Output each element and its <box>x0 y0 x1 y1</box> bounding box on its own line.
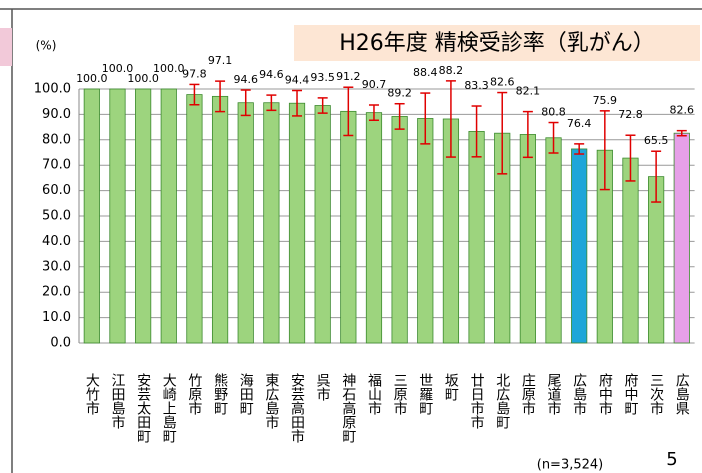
x-tick-label: 海田町 <box>238 373 254 415</box>
data-label: 76.4 <box>567 117 592 130</box>
data-label: 72.8 <box>618 108 643 121</box>
x-tick-label: 廿日市市 <box>469 373 485 429</box>
y-tick-label: 10.0 <box>42 310 71 325</box>
bar <box>622 157 639 344</box>
x-tick-label: 安芸高田市 <box>289 373 305 443</box>
x-tick-label: 広島県 <box>674 373 690 415</box>
data-label: 82.6 <box>490 76 515 89</box>
bar <box>160 88 177 344</box>
chart-title: H26年度 精検受診率（乳がん） <box>339 31 655 56</box>
data-label: 97.8 <box>182 67 207 80</box>
x-tick-label: 府中町 <box>622 373 638 415</box>
title-box <box>294 25 700 61</box>
bar <box>468 131 485 344</box>
data-label: 88.4 <box>413 66 438 79</box>
y-tick-label: 70.0 <box>42 158 71 173</box>
y-tick-label: 40.0 <box>42 234 71 249</box>
x-tick-label: 三次市 <box>648 373 664 415</box>
data-label: 100.0 <box>153 62 185 75</box>
data-label: 90.7 <box>362 78 387 91</box>
data-label: 97.1 <box>208 54 233 67</box>
data-label: 94.4 <box>285 74 310 87</box>
bar <box>263 102 280 344</box>
x-tick-label: 大竹市 <box>84 373 100 415</box>
x-tick-label: 北広島町 <box>494 373 510 429</box>
bar <box>135 88 152 344</box>
bar <box>545 137 562 344</box>
data-label: 91.2 <box>336 70 361 83</box>
x-tick-label: 府中市 <box>597 373 613 415</box>
bar <box>211 95 229 344</box>
bar <box>365 112 383 344</box>
data-label: 100.0 <box>102 62 134 75</box>
bar <box>109 88 126 344</box>
y-tick-label: 60.0 <box>42 183 71 198</box>
y-tick-label: 100.0 <box>34 82 71 97</box>
y-tick-label: 20.0 <box>42 285 71 300</box>
data-label: 88.2 <box>439 64 464 77</box>
data-label: 82.1 <box>516 85 541 98</box>
data-label: 100.0 <box>127 72 159 85</box>
x-tick-label: 尾道市 <box>546 373 562 415</box>
bar <box>571 148 588 344</box>
x-tick-label: 広島市 <box>571 373 587 415</box>
data-label: 82.6 <box>670 104 695 117</box>
data-label: 94.6 <box>259 68 284 81</box>
x-tick-label: 熊野町 <box>212 373 228 415</box>
bar <box>314 105 331 344</box>
x-tick-label: 大崎上島町 <box>161 373 177 443</box>
x-tick-label: 庄原市 <box>520 372 536 415</box>
x-tick-label: 呉市 <box>315 373 331 401</box>
y-tick-label: 90.0 <box>42 107 71 122</box>
side-tab <box>0 28 12 66</box>
bar <box>673 132 690 344</box>
data-label: 83.3 <box>464 79 489 92</box>
data-label: 65.5 <box>644 134 669 147</box>
x-tick-label: 坂町 <box>443 373 459 401</box>
bar <box>417 118 434 344</box>
bar <box>391 116 408 344</box>
x-tick-label: 江田島市 <box>109 373 125 429</box>
bar <box>186 94 203 344</box>
x-tick-label: 福山市 <box>366 373 382 415</box>
data-label: 75.9 <box>593 94 618 107</box>
y-tick-label: 0.0 <box>50 336 71 351</box>
y-tick-label: 50.0 <box>42 209 71 224</box>
bar <box>288 102 306 344</box>
y-tick-label: 30.0 <box>42 259 71 274</box>
x-tick-label: 三原市 <box>392 373 408 415</box>
data-label: 89.2 <box>387 87 412 100</box>
page-number: 5 <box>666 449 677 470</box>
data-label: 100.0 <box>76 72 108 85</box>
data-label: 80.8 <box>541 106 566 119</box>
data-label: 94.6 <box>233 73 258 86</box>
y-tick-label: 80.0 <box>42 132 71 147</box>
bar <box>519 134 536 344</box>
x-tick-label: 安芸太田町 <box>135 373 151 443</box>
bar <box>83 88 100 344</box>
x-tick-label: 竹原市 <box>186 373 202 415</box>
x-tick-label: 世羅町 <box>417 373 433 415</box>
y-axis-label: (%) <box>36 39 57 53</box>
data-label: 93.5 <box>310 71 335 84</box>
x-tick-label: 神石高原町 <box>340 373 356 443</box>
bar <box>237 102 254 344</box>
note: (n=3,524) <box>537 458 604 473</box>
bar <box>340 110 357 344</box>
x-tick-label: 東広島市 <box>263 373 279 429</box>
